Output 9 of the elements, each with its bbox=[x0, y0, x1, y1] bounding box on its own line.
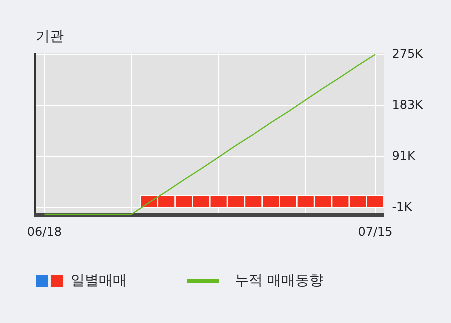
y-tick-label: -1K bbox=[392, 200, 414, 214]
legend-label: 누적 매매동향 bbox=[235, 272, 324, 290]
y-tick-label: 275K bbox=[392, 46, 424, 61]
y-tick-label: 91K bbox=[392, 148, 416, 163]
x-tick-label: 06/18 bbox=[27, 224, 62, 239]
chart-title: 기관 bbox=[36, 28, 64, 46]
legend-label: 일별매매 bbox=[71, 272, 127, 290]
y-tick-label: 183K bbox=[392, 98, 424, 112]
x-tick-label: 07/15 bbox=[358, 224, 393, 239]
